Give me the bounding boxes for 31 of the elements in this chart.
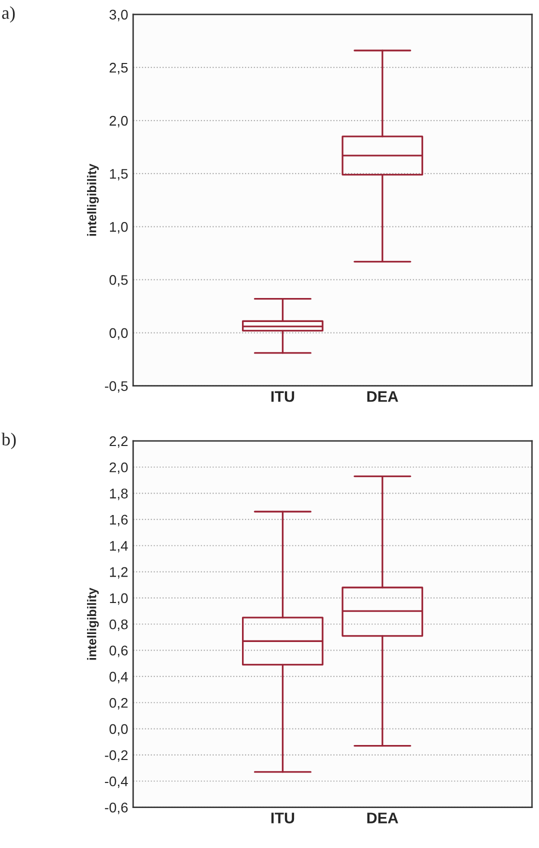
- y-tick-label: 2,2: [110, 436, 128, 448]
- y-tick-label: 1,5: [110, 169, 128, 180]
- y-tick-label: 2,5: [110, 62, 128, 74]
- y-axis-title: intelligibility: [87, 164, 99, 236]
- y-tick-label: 1,2: [110, 567, 128, 579]
- y-tick-label: 1,0: [110, 593, 128, 605]
- y-tick-label: 3,0: [109, 10, 128, 22]
- y-tick-label: 2,0: [110, 462, 128, 474]
- y-tick-label: 2,0: [110, 116, 128, 128]
- y-tick-label: -0,2: [104, 750, 128, 762]
- y-tick-label: -0,4: [104, 776, 128, 788]
- x-tick-label: DEA: [367, 391, 398, 402]
- y-tick-label: 1,8: [110, 488, 128, 500]
- y-tick-label: 1,0: [110, 222, 128, 234]
- y-tick-label: -0,6: [104, 802, 128, 814]
- y-tick-label: 0,4: [110, 672, 128, 684]
- y-tick-label: 0,2: [110, 698, 128, 710]
- y-tick-label: 0,0: [110, 328, 128, 340]
- y-tick-label: 0,6: [110, 646, 128, 658]
- x-tick-label: DEA: [367, 812, 398, 824]
- y-tick-label: 0,8: [110, 619, 128, 631]
- text: b): [2, 432, 16, 450]
- y-tick-label: 0,0: [110, 724, 128, 736]
- x-tick-label: ITU: [271, 391, 294, 402]
- text: a): [2, 6, 15, 23]
- x-tick-label: ITU: [271, 812, 294, 824]
- y-tick-label: -0,5: [104, 381, 128, 393]
- y-tick-label: 1,4: [110, 541, 128, 552]
- y-tick-label: 1,6: [110, 514, 128, 526]
- y-axis-title: intelligibility: [87, 588, 99, 660]
- y-tick-label: 0,5: [110, 275, 128, 287]
